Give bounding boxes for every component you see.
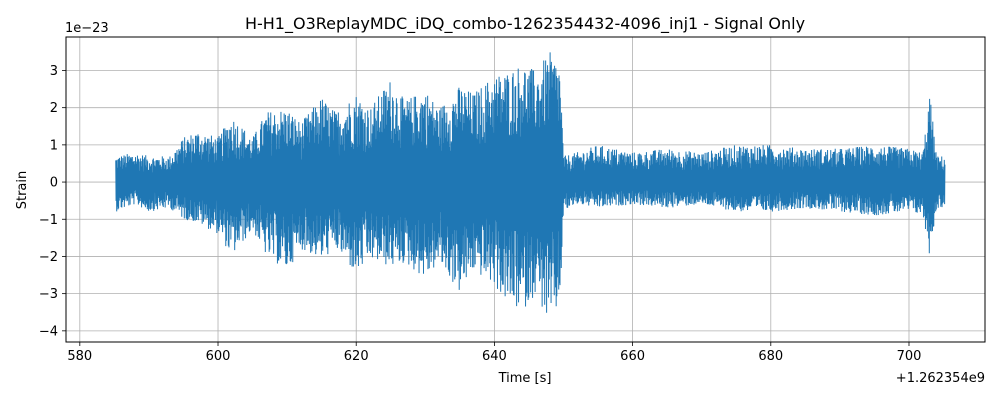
x-tick-label: 640 <box>482 349 507 364</box>
y-tick-label: 0 <box>50 176 58 191</box>
x-axis-label: Time [s] <box>498 371 552 386</box>
chart-title: H-H1_O3ReplayMDC_iDQ_combo-1262354432-40… <box>245 14 805 34</box>
y-scale-label: 1e−23 <box>65 21 109 36</box>
y-tick-label: 2 <box>50 101 58 116</box>
x-tick-label: 700 <box>897 349 922 364</box>
x-axis-ticks: 580 600 620 640 660 680 700 <box>67 342 921 364</box>
y-tick-label: −1 <box>39 213 58 228</box>
x-tick-label: 660 <box>620 349 645 364</box>
x-tick-label: 580 <box>67 349 92 364</box>
x-tick-label: 680 <box>758 349 783 364</box>
y-tick-label: −2 <box>39 250 58 265</box>
y-tick-label: 3 <box>50 64 58 79</box>
x-offset-label: +1.262354e9 <box>896 371 985 386</box>
signal-series-line <box>115 52 946 313</box>
y-axis-label: Strain <box>15 171 30 210</box>
y-tick-label: −4 <box>39 324 58 339</box>
y-tick-label: 1 <box>50 138 58 153</box>
y-axis-ticks: −4 −3 −2 −1 0 1 2 3 <box>39 64 66 339</box>
x-tick-label: 600 <box>206 349 231 364</box>
plot-area <box>115 52 946 313</box>
axes-frame <box>65 36 986 343</box>
x-tick-label: 620 <box>344 349 369 364</box>
y-tick-label: −3 <box>39 287 58 302</box>
